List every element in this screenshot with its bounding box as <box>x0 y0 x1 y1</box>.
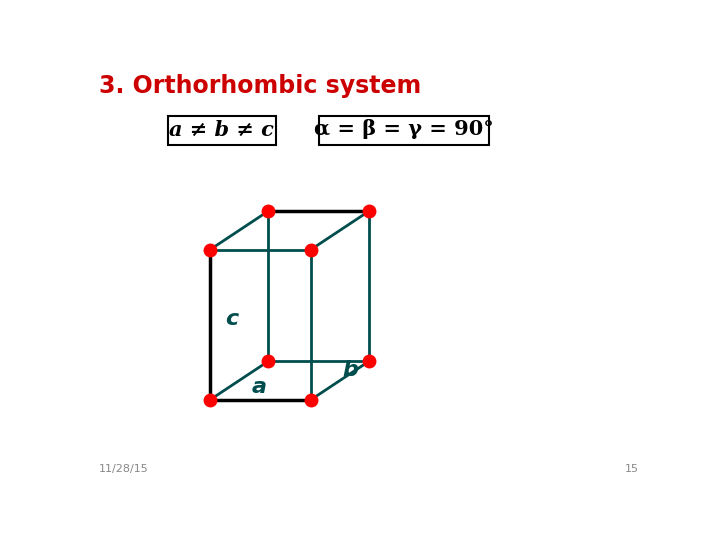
Text: b: b <box>342 360 358 380</box>
Text: 11/28/15: 11/28/15 <box>99 464 149 475</box>
FancyBboxPatch shape <box>168 116 276 145</box>
Text: 15: 15 <box>625 464 639 475</box>
Text: a: a <box>251 377 266 397</box>
Text: 3. Orthorhombic system: 3. Orthorhombic system <box>99 74 421 98</box>
FancyBboxPatch shape <box>319 116 489 145</box>
Text: a ≠ b ≠ c: a ≠ b ≠ c <box>169 119 274 139</box>
Text: c: c <box>225 308 239 328</box>
Text: α = β = γ = 90°: α = β = γ = 90° <box>314 119 494 139</box>
